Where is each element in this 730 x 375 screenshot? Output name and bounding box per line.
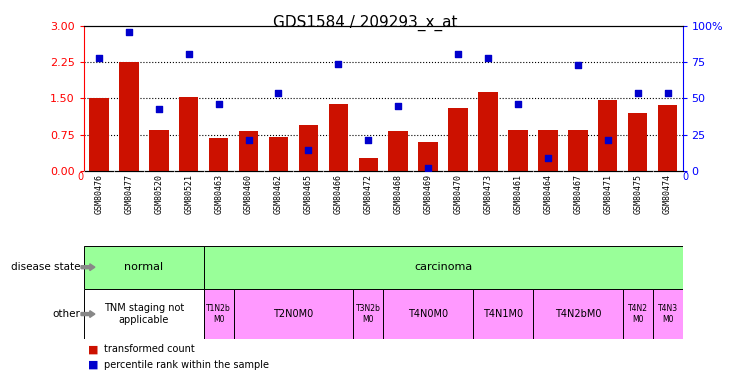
Point bbox=[572, 62, 584, 68]
Text: TNM staging not
applicable: TNM staging not applicable bbox=[104, 303, 184, 325]
Text: disease state: disease state bbox=[11, 262, 80, 272]
Bar bbox=[653, 289, 683, 339]
Point bbox=[363, 137, 374, 143]
Point bbox=[303, 147, 315, 153]
Point bbox=[453, 51, 464, 57]
Text: 0: 0 bbox=[78, 172, 84, 182]
Text: GSM80461: GSM80461 bbox=[513, 174, 523, 214]
Text: GSM80467: GSM80467 bbox=[573, 174, 583, 214]
Text: GSM80470: GSM80470 bbox=[453, 174, 463, 214]
Point bbox=[512, 101, 524, 107]
Bar bbox=[179, 98, 199, 171]
Point bbox=[422, 165, 434, 171]
Point bbox=[631, 90, 644, 96]
Bar bbox=[328, 104, 348, 171]
Text: GDS1584 / 209293_x_at: GDS1584 / 209293_x_at bbox=[273, 15, 457, 31]
Point bbox=[542, 154, 554, 160]
Bar bbox=[358, 158, 378, 171]
Bar bbox=[473, 289, 533, 339]
Bar bbox=[204, 246, 683, 289]
Bar bbox=[508, 130, 528, 171]
Text: GSM80468: GSM80468 bbox=[393, 174, 403, 214]
Point bbox=[182, 51, 194, 57]
Text: GSM80521: GSM80521 bbox=[184, 174, 193, 214]
Text: transformed count: transformed count bbox=[104, 344, 194, 354]
Text: T4N2
M0: T4N2 M0 bbox=[628, 304, 648, 324]
Bar bbox=[84, 246, 204, 289]
Point bbox=[483, 55, 494, 61]
Bar bbox=[209, 138, 228, 171]
Bar bbox=[478, 92, 498, 171]
Text: GSM80474: GSM80474 bbox=[663, 174, 672, 214]
Bar bbox=[299, 125, 318, 171]
Bar bbox=[269, 137, 288, 171]
Bar bbox=[119, 62, 139, 171]
Text: GSM80520: GSM80520 bbox=[154, 174, 164, 214]
Text: GSM80475: GSM80475 bbox=[633, 174, 642, 214]
Text: normal: normal bbox=[124, 262, 164, 272]
Bar bbox=[568, 130, 588, 171]
Text: T4N2bM0: T4N2bM0 bbox=[555, 309, 601, 319]
Text: GSM80473: GSM80473 bbox=[483, 174, 493, 214]
Text: GSM80471: GSM80471 bbox=[603, 174, 612, 214]
Point bbox=[662, 90, 674, 96]
Text: GSM80477: GSM80477 bbox=[124, 174, 134, 214]
Bar bbox=[149, 130, 169, 171]
Text: GSM80463: GSM80463 bbox=[214, 174, 223, 214]
Bar bbox=[89, 99, 109, 171]
Text: T4N0M0: T4N0M0 bbox=[408, 309, 448, 319]
Text: 0: 0 bbox=[683, 172, 688, 182]
Text: GSM80466: GSM80466 bbox=[334, 174, 343, 214]
Text: GSM80460: GSM80460 bbox=[244, 174, 253, 214]
Bar bbox=[448, 108, 468, 171]
Bar bbox=[538, 130, 558, 171]
Text: ■: ■ bbox=[88, 360, 98, 370]
Point bbox=[213, 101, 225, 107]
Bar bbox=[388, 131, 408, 171]
Bar bbox=[418, 142, 438, 171]
Bar bbox=[234, 289, 353, 339]
Point bbox=[273, 90, 285, 96]
Bar bbox=[383, 289, 473, 339]
Point bbox=[242, 137, 255, 143]
Text: GSM80476: GSM80476 bbox=[94, 174, 104, 214]
Bar bbox=[623, 289, 653, 339]
Text: GSM80472: GSM80472 bbox=[364, 174, 373, 214]
Bar bbox=[658, 105, 677, 171]
Text: other: other bbox=[53, 309, 80, 319]
Text: T4N1M0: T4N1M0 bbox=[483, 309, 523, 319]
Text: GSM80462: GSM80462 bbox=[274, 174, 283, 214]
Bar bbox=[353, 289, 383, 339]
Point bbox=[333, 61, 345, 67]
Point bbox=[393, 103, 404, 109]
Bar bbox=[84, 289, 204, 339]
Text: T3N2b
M0: T3N2b M0 bbox=[356, 304, 381, 324]
Text: GSM80465: GSM80465 bbox=[304, 174, 313, 214]
Point bbox=[123, 29, 134, 35]
Text: percentile rank within the sample: percentile rank within the sample bbox=[104, 360, 269, 370]
Point bbox=[153, 105, 165, 111]
Text: carcinoma: carcinoma bbox=[414, 262, 472, 272]
Point bbox=[93, 55, 105, 61]
Text: T2N0M0: T2N0M0 bbox=[273, 309, 314, 319]
Text: ■: ■ bbox=[88, 344, 98, 354]
Text: T4N3
M0: T4N3 M0 bbox=[658, 304, 677, 324]
Bar bbox=[598, 100, 618, 171]
Point bbox=[602, 137, 613, 143]
Bar bbox=[239, 131, 258, 171]
Text: T1N2b
M0: T1N2b M0 bbox=[207, 304, 231, 324]
Text: GSM80469: GSM80469 bbox=[423, 174, 433, 214]
Bar bbox=[628, 113, 648, 171]
Text: GSM80464: GSM80464 bbox=[543, 174, 553, 214]
Bar bbox=[204, 289, 234, 339]
Bar bbox=[533, 289, 623, 339]
